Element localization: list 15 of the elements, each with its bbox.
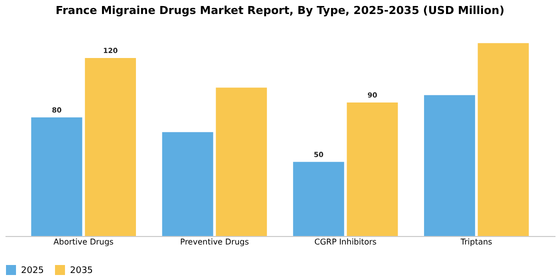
bar (293, 162, 344, 236)
bar (84, 58, 136, 236)
bar (424, 95, 476, 236)
x-tick-label: Abortive Drugs (54, 238, 114, 246)
bar (346, 102, 398, 236)
legend-label: 2035 (70, 266, 93, 276)
bar (478, 43, 529, 236)
bar (216, 88, 267, 236)
chart-title: France Migraine Drugs Market Report, By Type, 2025-2035 (USD Million) (56, 4, 504, 17)
bar (31, 117, 82, 236)
legend-label: 2025 (21, 266, 44, 276)
bar (162, 132, 214, 236)
x-tick-label: CGRP Inhibitors (314, 238, 377, 246)
x-tick-label: Triptans (460, 238, 492, 246)
x-tick-label: Preventive Drugs (180, 238, 249, 246)
